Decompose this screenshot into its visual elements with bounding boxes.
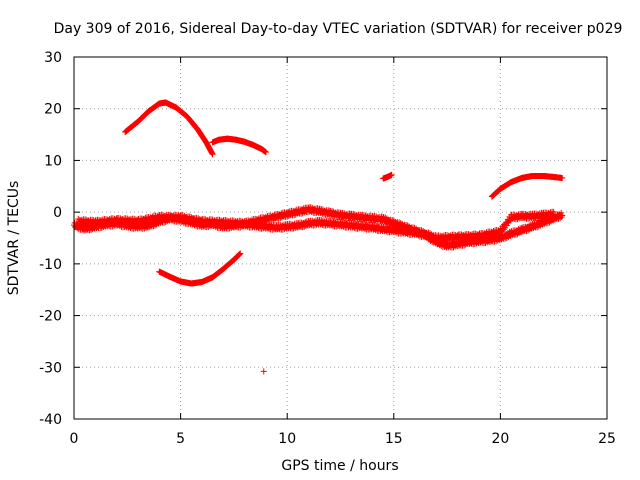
y-tick-label: 0 [53,205,62,221]
series-arc-late-upper [488,172,566,200]
series-outliers [260,214,276,375]
y-tick-label: 20 [44,102,62,118]
x-tick-label: 15 [385,431,403,447]
x-tick-label: 0 [70,431,79,447]
series-arc-upper-early [122,99,216,158]
series-arc-upper-mid [209,135,269,156]
y-tick-label: -20 [39,309,62,325]
series-arc-lower [156,250,244,287]
data-point [388,171,395,178]
data-point [559,175,566,182]
data-points [71,99,566,375]
y-tick-label: 30 [44,50,62,66]
grid-lines [74,57,607,419]
data-point [550,208,557,215]
data-point [209,151,216,158]
y-tick-label: -10 [39,257,62,273]
data-point [558,213,565,220]
axis-ticks [73,56,608,420]
data-point [269,214,276,221]
x-tick-label: 10 [278,431,296,447]
data-point [260,368,267,375]
plot-frame [73,56,608,420]
x-tick-label: 20 [491,431,509,447]
data-point [262,149,269,156]
y-tick-label: 10 [44,153,62,169]
data-point [550,213,557,220]
y-tick-label: -40 [39,412,62,428]
data-point [549,212,556,219]
y-tick-label: -30 [39,360,62,376]
x-tick-label: 5 [176,431,185,447]
x-axis-label: GPS time / hours [281,458,398,474]
data-point [237,250,244,257]
x-tick-label: 25 [598,431,616,447]
chart-title: Day 309 of 2016, Sidereal Day-to-day VTE… [54,21,623,37]
series-short-arc-15h [380,171,395,182]
tick-labels: 0 5 10 15 20 25 -40 -30 -20 -10 0 10 20 30 [39,50,616,447]
data-point [558,209,565,216]
data-point [559,212,566,219]
y-axis-label: SDTVAR / TECUs [6,181,22,296]
series-band-secondary [75,204,557,244]
